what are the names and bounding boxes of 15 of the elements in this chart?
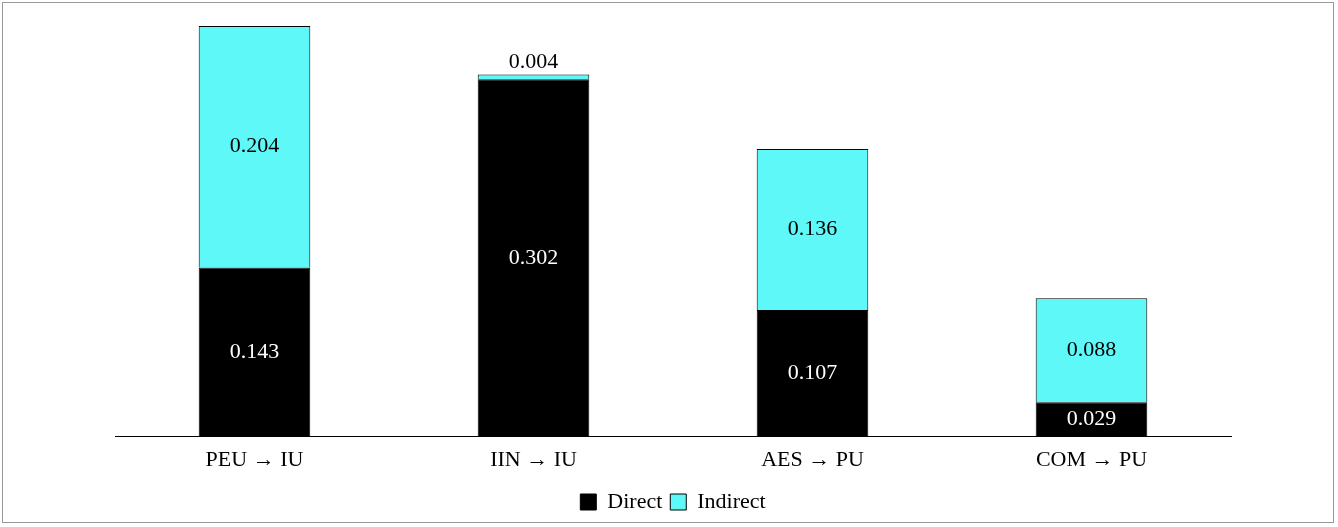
data-label: 0.302 (508, 243, 559, 269)
legend-label: Indirect (697, 487, 766, 513)
x-tick-label: COM → PU (1035, 445, 1148, 471)
x-tick-label: IIN → IU (490, 445, 577, 471)
bar (477, 79, 590, 437)
data-label: 0.029 (1066, 405, 1117, 431)
data-label: 0.004 (508, 48, 559, 74)
legend-label: Direct (607, 487, 663, 513)
x-tick-label: AES → PU (761, 445, 864, 471)
data-label: 0.088 (1066, 336, 1117, 361)
x-tick-label: PEU → IU (205, 445, 304, 471)
data-label: 0.204 (229, 132, 280, 158)
data-label: 0.107 (787, 359, 838, 385)
data-label: 0.136 (787, 215, 838, 241)
data-label: 0.143 (229, 337, 280, 363)
